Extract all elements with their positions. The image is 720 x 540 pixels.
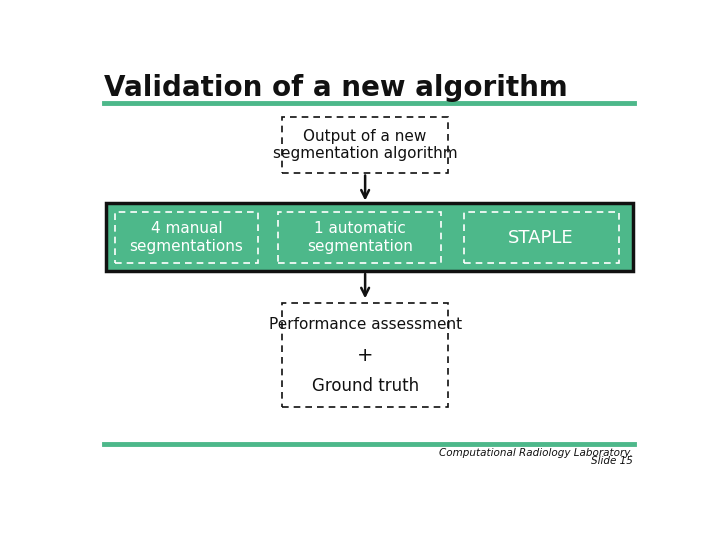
FancyBboxPatch shape: [282, 117, 448, 173]
Text: +: +: [357, 346, 374, 365]
Text: Ground truth: Ground truth: [312, 377, 419, 395]
Text: 1 automatic
segmentation: 1 automatic segmentation: [307, 221, 413, 254]
Text: Performance assessment: Performance assessment: [269, 316, 462, 332]
FancyBboxPatch shape: [282, 303, 448, 408]
FancyBboxPatch shape: [114, 212, 258, 264]
FancyBboxPatch shape: [464, 212, 618, 264]
Text: STAPLE: STAPLE: [508, 228, 574, 247]
Text: 4 manual
segmentations: 4 manual segmentations: [130, 221, 243, 254]
FancyBboxPatch shape: [279, 212, 441, 264]
Text: Validation of a new algorithm: Validation of a new algorithm: [104, 74, 567, 102]
Text: Slide 15: Slide 15: [590, 456, 632, 466]
FancyBboxPatch shape: [106, 204, 632, 271]
Text: Computational Radiology Laboratory.: Computational Radiology Laboratory.: [438, 448, 632, 458]
Text: Output of a new
segmentation algorithm: Output of a new segmentation algorithm: [273, 129, 457, 161]
